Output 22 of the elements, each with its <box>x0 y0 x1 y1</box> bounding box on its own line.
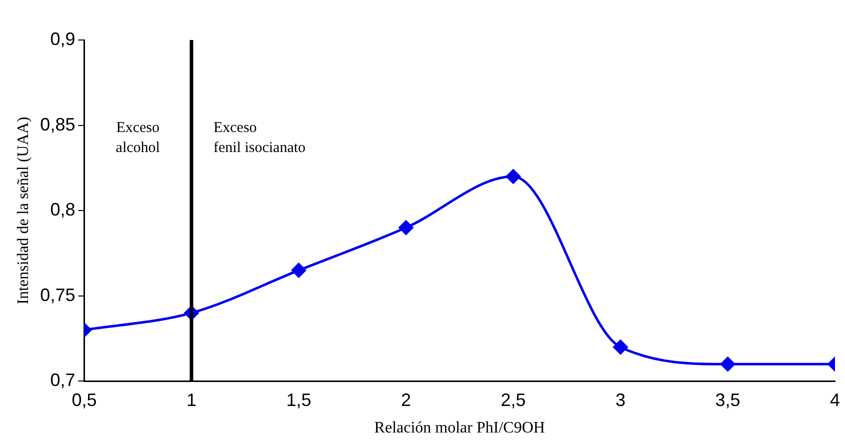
x-tick-label: 0,5 <box>72 390 97 410</box>
y-tick-label: 0,85 <box>40 114 76 134</box>
y-tick-label: 0,7 <box>50 370 76 390</box>
x-tick-label: 1 <box>186 390 196 410</box>
x-axis-title: Relación molar PhI/C9OH <box>374 420 546 437</box>
annotation: Exceso alcohol <box>116 120 160 156</box>
y-tick-label: 0,9 <box>50 28 76 49</box>
y-tick-label: 0,8 <box>50 200 76 220</box>
x-tick-label: 2 <box>400 390 411 410</box>
point <box>613 340 628 354</box>
y-tick-label: 0,75 <box>40 284 76 305</box>
point <box>291 263 306 278</box>
x-tick-label: 3 <box>615 390 626 410</box>
point <box>506 169 520 184</box>
x-tick-label: 3,5 <box>715 390 740 410</box>
point <box>398 220 414 235</box>
x-tick-label: 2,5 <box>500 390 526 410</box>
y-axis-title: Intensidad de la señal (UAA) <box>14 116 32 304</box>
point <box>720 356 735 372</box>
annotation: Exceso fenil isocianato <box>213 120 306 156</box>
x-tick-label: 4 <box>830 390 840 410</box>
x-tick-label: 1,5 <box>286 390 312 410</box>
